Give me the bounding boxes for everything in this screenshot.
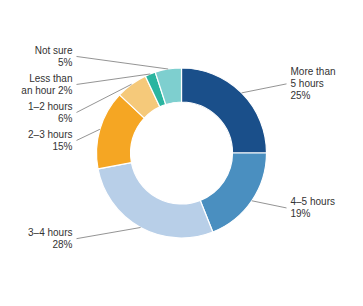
- slices: [97, 68, 267, 238]
- slice-label-line: 28%: [52, 239, 72, 250]
- slice-label-line: 4–5 hours: [291, 196, 335, 207]
- slice-label-line: More than: [291, 66, 336, 77]
- chart: More than5 hours25% 4–5 hours19% 3–4 hours…: [0, 0, 363, 306]
- slice-label-line: 1–2 hours: [28, 101, 72, 112]
- leader-line: [77, 227, 141, 238]
- slice-label-line: 5 hours: [291, 78, 324, 89]
- slice-label-line: Not sure: [35, 45, 73, 56]
- leader-line: [252, 201, 287, 208]
- slice-label: 2–3 hours15%: [28, 129, 73, 152]
- slice-label-line: 19%: [291, 208, 311, 219]
- slice-label: 3–4 hours28%: [28, 227, 73, 250]
- slice-label: Not sure5%: [35, 45, 73, 68]
- leader-line: [77, 84, 132, 112]
- labels: More than5 hours25% 4–5 hours19% 3–4 hours…: [21, 45, 335, 250]
- slice-label-line: 25%: [291, 90, 311, 101]
- leader-line: [77, 56, 169, 69]
- slice-label: Less thanan hour 2%: [21, 73, 72, 96]
- slice-label-line: Less than: [29, 73, 72, 84]
- slice: [200, 153, 266, 232]
- slice-label-line: 5%: [58, 57, 73, 68]
- leader-line: [77, 74, 151, 84]
- slice-label-line: an hour 2%: [21, 85, 72, 96]
- slice: [182, 68, 267, 153]
- leader-line: [242, 84, 287, 93]
- slice-label: 1–2 hours6%: [28, 101, 73, 124]
- leader-line: [77, 129, 100, 140]
- slice-label: 4–5 hours19%: [291, 196, 335, 219]
- plot: [97, 68, 267, 238]
- slice-label-line: 3–4 hours: [28, 227, 72, 238]
- slice-label-line: 2–3 hours: [28, 129, 72, 140]
- slice-label-line: 15%: [52, 141, 72, 152]
- slice: [155, 68, 181, 104]
- slice-label: More than5 hours25%: [291, 66, 336, 101]
- slice: [98, 163, 213, 238]
- slice-label-line: 6%: [58, 113, 73, 124]
